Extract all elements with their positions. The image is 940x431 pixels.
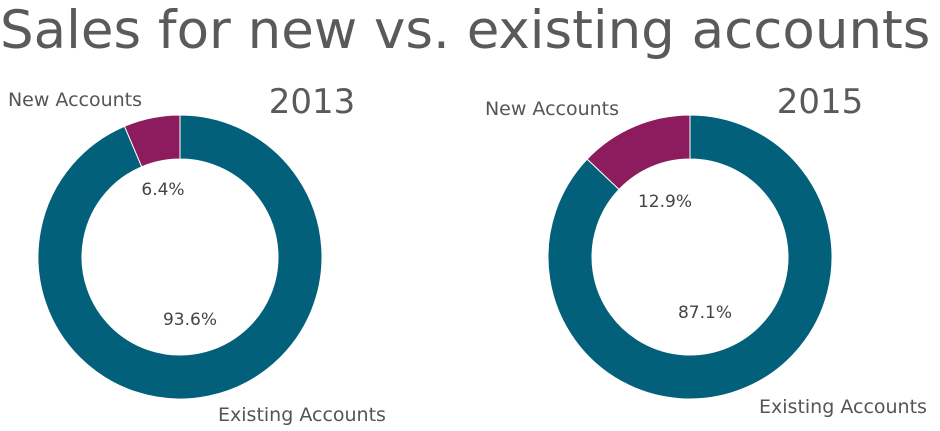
slice-category-label: Existing Accounts: [218, 404, 386, 426]
slice-category-label: New Accounts: [8, 89, 142, 111]
slice-value-label: 93.6%: [163, 310, 217, 330]
chart-subtitle-year: 2015: [777, 82, 864, 122]
slice-value-label: 12.9%: [638, 192, 692, 212]
chart-title: Sales for new vs. existing accounts: [0, 0, 931, 61]
donut-slice-existing-accounts-2015: [547, 114, 833, 400]
slice-category-label: New Accounts: [485, 98, 619, 120]
chart-subtitle-year: 2013: [269, 82, 356, 122]
slice-value-label: 6.4%: [141, 180, 184, 200]
slice-value-label: 87.1%: [678, 303, 732, 323]
donut-slice-existing-accounts-2013: [37, 114, 323, 400]
slice-category-label: Existing Accounts: [759, 396, 927, 418]
